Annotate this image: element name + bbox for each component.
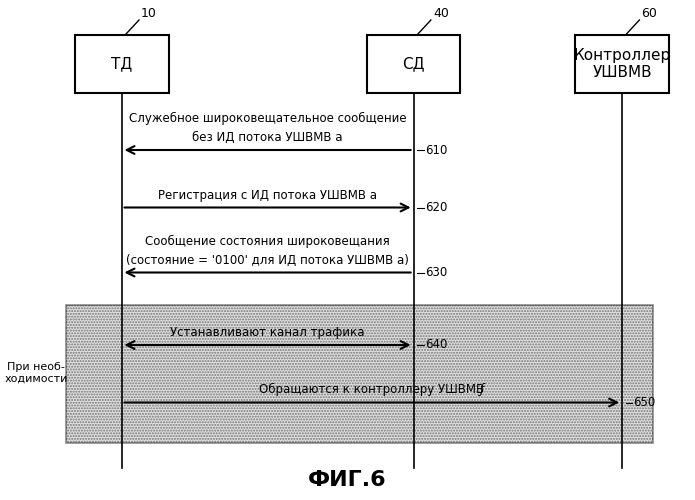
Text: 40: 40 — [433, 7, 449, 20]
Text: При необ-
ходимости: При необ- ходимости — [4, 362, 68, 384]
Bar — [66, 305, 653, 442]
Text: 630: 630 — [425, 266, 447, 279]
Text: 640: 640 — [425, 338, 447, 351]
Text: без ИД потока УШВМВ а: без ИД потока УШВМВ а — [193, 131, 343, 144]
Text: ТД: ТД — [111, 56, 132, 72]
Text: 610: 610 — [425, 144, 447, 156]
Bar — [74, 35, 168, 92]
Text: Регистрация с ИД потока УШВМВ а: Регистрация с ИД потока УШВМВ а — [158, 188, 377, 202]
Text: Служебное широковещательное сообщение: Служебное широковещательное сообщение — [129, 112, 407, 125]
Text: Устанавливают канал трафика: Устанавливают канал трафика — [170, 326, 365, 339]
Text: Обращаются к контроллеру УШВМВ: Обращаются к контроллеру УШВМВ — [259, 384, 484, 396]
Text: ФИГ.6: ФИГ.6 — [308, 470, 387, 490]
Text: Контроллер
УШВМВ: Контроллер УШВМВ — [573, 48, 671, 80]
Text: 650: 650 — [633, 396, 655, 409]
Text: 620: 620 — [425, 201, 447, 214]
Text: 10: 10 — [141, 7, 157, 20]
Text: ƒ: ƒ — [480, 384, 484, 396]
Text: (состояние = '0100' для ИД потока УШВМВ а): (состояние = '0100' для ИД потока УШВМВ … — [126, 254, 409, 266]
Text: СД: СД — [402, 56, 425, 72]
Text: Сообщение состояния широковещания: Сообщение состояния широковещания — [145, 234, 390, 248]
Bar — [367, 35, 460, 92]
Text: 60: 60 — [641, 7, 657, 20]
Bar — [575, 35, 669, 92]
